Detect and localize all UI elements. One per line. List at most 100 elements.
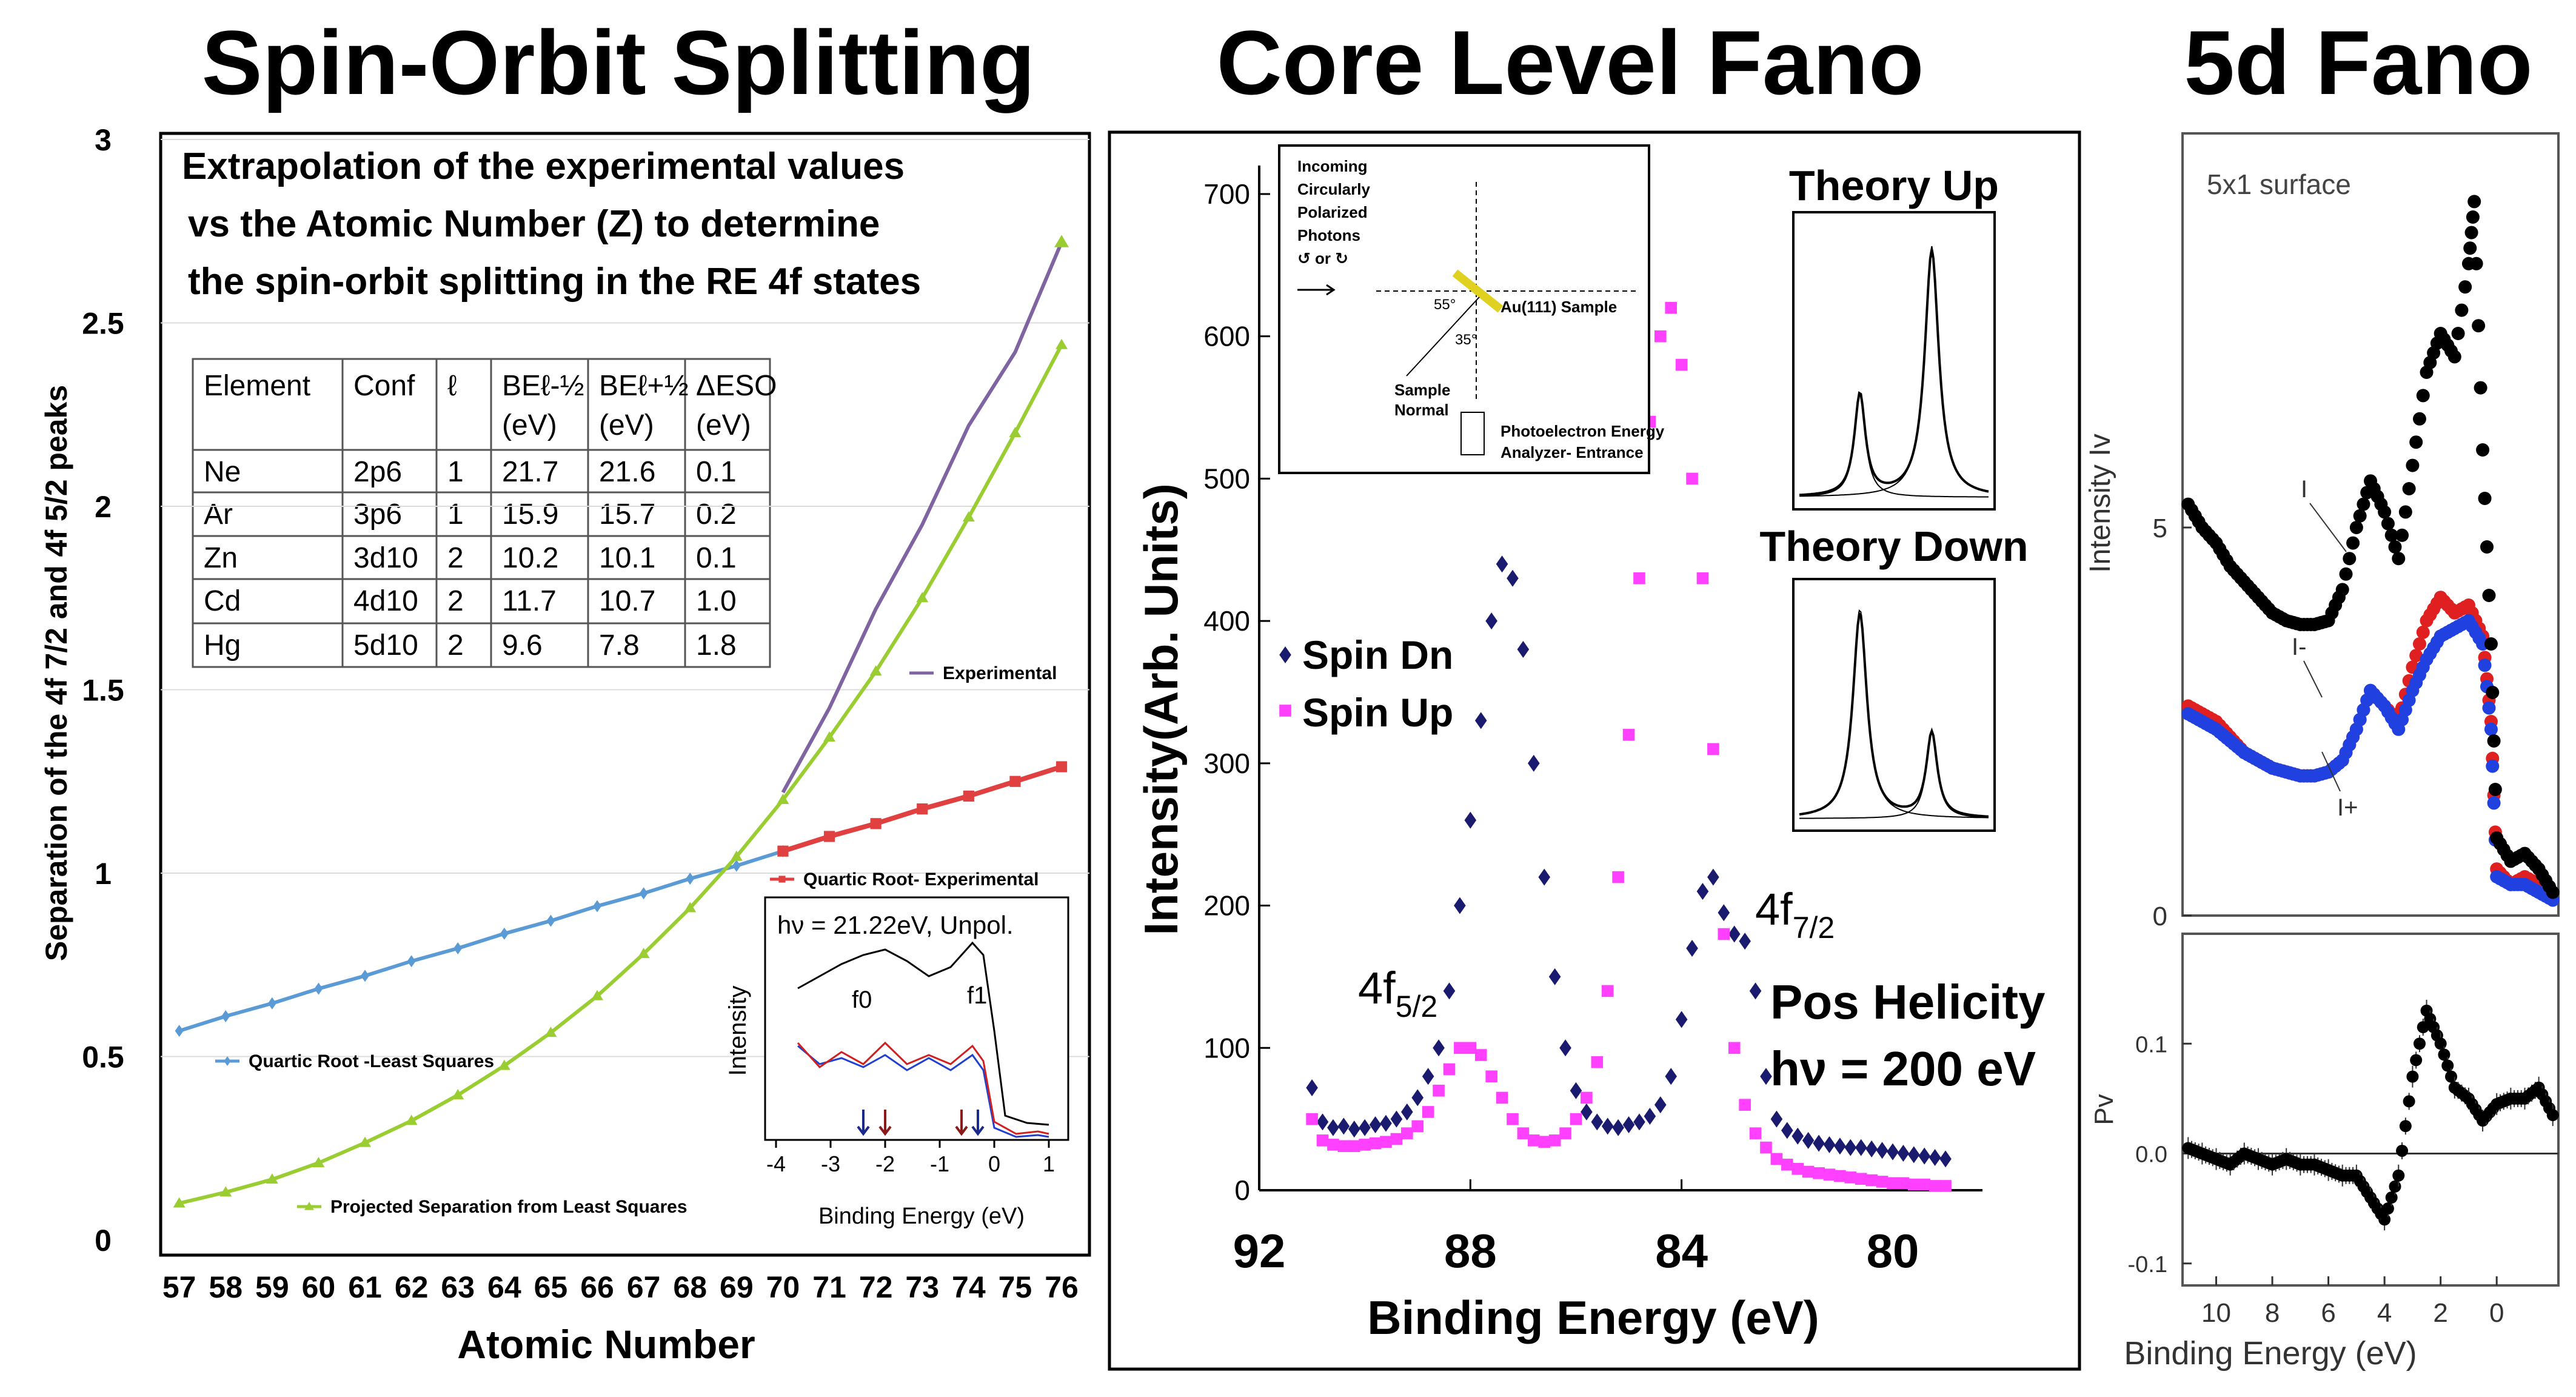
- inset-arrow: [971, 1110, 985, 1136]
- data-point-spin-dn: [1581, 1103, 1593, 1121]
- x-tick-label: 80: [1867, 1224, 1919, 1278]
- data-point-spin-up: [1770, 1153, 1783, 1165]
- data-point-I: [2472, 319, 2486, 333]
- data-point-extra: [1054, 235, 1069, 247]
- data-point-spin-dn: [1887, 1143, 1899, 1161]
- inset-arrow: [857, 1110, 870, 1136]
- x-tick-label: 92: [1233, 1224, 1286, 1278]
- x-tick-label: 76: [1045, 1270, 1079, 1304]
- data-point: [684, 902, 697, 913]
- curve-label-I-plus: I+: [2337, 794, 2358, 821]
- data-point-spin-up: [1548, 1134, 1561, 1147]
- polarization-subplot: 0.1 0.0 -0.1 Pv 10 8 6 4 2 0: [2089, 933, 2560, 1328]
- core-level-frame: [1108, 130, 2081, 1371]
- table-cell: 0.1: [696, 542, 737, 574]
- table-cell: 7.8: [599, 629, 640, 662]
- data-point-Pv: [2441, 1059, 2454, 1072]
- data-point-spin-up: [1802, 1165, 1815, 1178]
- data-point-spin-up: [1474, 1049, 1487, 1061]
- table-cell: Ne: [204, 456, 241, 488]
- schematic-analyzer: [1460, 412, 1485, 455]
- data-point-spin-dn: [1327, 1119, 1339, 1136]
- x-tick-label: 61: [348, 1270, 382, 1304]
- legend-label: Experimental: [943, 663, 1057, 683]
- data-point-spin-dn: [1528, 754, 1540, 772]
- data-point: [730, 850, 743, 861]
- data-point-spin-dn: [1548, 968, 1561, 985]
- data-point-spin-dn: [1485, 612, 1497, 630]
- table-cell: 9.6: [502, 629, 543, 662]
- theory-insets: Theory Up Theory Down: [1759, 162, 2029, 832]
- data-point-spin-dn: [1728, 925, 1741, 943]
- data-point: [593, 900, 602, 913]
- curve-label-leader: [2321, 751, 2341, 792]
- table-frame: [192, 358, 771, 668]
- data-point-spin-dn: [1654, 1096, 1667, 1114]
- data-point: [1009, 776, 1021, 787]
- data-point-spin-dn: [1749, 982, 1762, 1000]
- x-tick-label: 64: [487, 1270, 521, 1304]
- x-tick-label: 70: [766, 1270, 800, 1304]
- theory-sum: [1799, 611, 1989, 818]
- x-tick-label: 59: [255, 1270, 289, 1304]
- data-point-Pv: [2413, 1037, 2426, 1050]
- annotation-line-3: the spin-orbit splitting in the RE 4f st…: [188, 261, 921, 303]
- data-point-I: [2392, 552, 2406, 566]
- data-point-spin-dn: [1591, 1113, 1604, 1131]
- data-point: [500, 927, 509, 940]
- 5d-fano-panel: 5x1 surface 0 5 Intensity Iv I I- I+ 0.1 0.0 -0.…: [2084, 132, 2560, 1372]
- panel-title-5d-fano: 5d Fano: [2184, 12, 2532, 113]
- theory-frame: [1792, 578, 1996, 832]
- data-point: [546, 914, 555, 927]
- table-cell: 1: [447, 498, 464, 531]
- data-point-spin-dn: [1474, 712, 1487, 729]
- data-point-spin-up: [1581, 1091, 1593, 1104]
- data-point-spin-up: [1633, 572, 1645, 585]
- data-point: [221, 1010, 230, 1022]
- data-point-I: [2447, 350, 2461, 364]
- y-tick-label: 1: [95, 857, 112, 891]
- inset-peak-label-f1: f1: [967, 982, 987, 1009]
- data-point-spin-dn: [1813, 1134, 1825, 1152]
- data-point-spin-up: [1739, 1099, 1751, 1111]
- theory-component-small: [1799, 730, 1989, 819]
- data-point-I+: [2486, 759, 2500, 773]
- data-point-spin-dn: [1359, 1119, 1371, 1136]
- data-point: [453, 942, 463, 955]
- data-point: [405, 1114, 418, 1125]
- x-tick-label: 57: [162, 1270, 196, 1304]
- data-point-spin-up: [1834, 1170, 1846, 1182]
- data-point-spin-up: [1823, 1168, 1836, 1181]
- series-line-2: [178, 344, 1063, 1205]
- schematic-label-sample: Au(111) Sample: [1500, 298, 1617, 316]
- data-point-spin-up: [1559, 1127, 1571, 1139]
- y-tick-label: 300: [1203, 748, 1250, 779]
- data-point: [686, 873, 695, 885]
- data-point-I+: [2484, 722, 2498, 736]
- x-tick-label: 67: [627, 1270, 661, 1304]
- x-tick-label: 4: [2377, 1298, 2392, 1328]
- x-tick-label: 75: [999, 1270, 1032, 1304]
- x-tick-label: 6: [2321, 1298, 2335, 1328]
- data-point-I: [2346, 536, 2360, 550]
- data-point-spin-up: [1380, 1136, 1392, 1148]
- legend-marker-spin-dn: [1279, 646, 1291, 663]
- data-point-spin-dn: [1939, 1150, 1952, 1168]
- y-tick-label: 0.0: [2135, 1142, 2167, 1168]
- data-point-Pv: [2406, 1070, 2419, 1083]
- table-cell: 10.7: [599, 585, 655, 617]
- photoemission-inset: hν = 21.22eV, Unpol. f0 f1 -4 -3 -2 -1 0 1 Bindin…: [724, 896, 1069, 1229]
- data-point: [917, 803, 928, 815]
- data-point: [361, 970, 370, 982]
- data-point-spin-up: [1696, 572, 1709, 585]
- data-point: [916, 592, 929, 603]
- schematic-label: Circularly: [1297, 180, 1370, 198]
- data-point-spin-up: [1918, 1178, 1931, 1191]
- data-point-spin-dn: [1411, 1089, 1424, 1107]
- data-point-I: [2395, 528, 2409, 542]
- spin-orbit-plot: 0 0.5 1 1.5 2 2.5 3 57 58 59 60 61 62 63 64 65 66 67 68 69 7…: [82, 123, 1089, 1304]
- y-tick-label: 0.5: [82, 1040, 124, 1074]
- table-header: ℓ: [447, 370, 457, 402]
- data-point-spin-up: [1464, 1042, 1477, 1054]
